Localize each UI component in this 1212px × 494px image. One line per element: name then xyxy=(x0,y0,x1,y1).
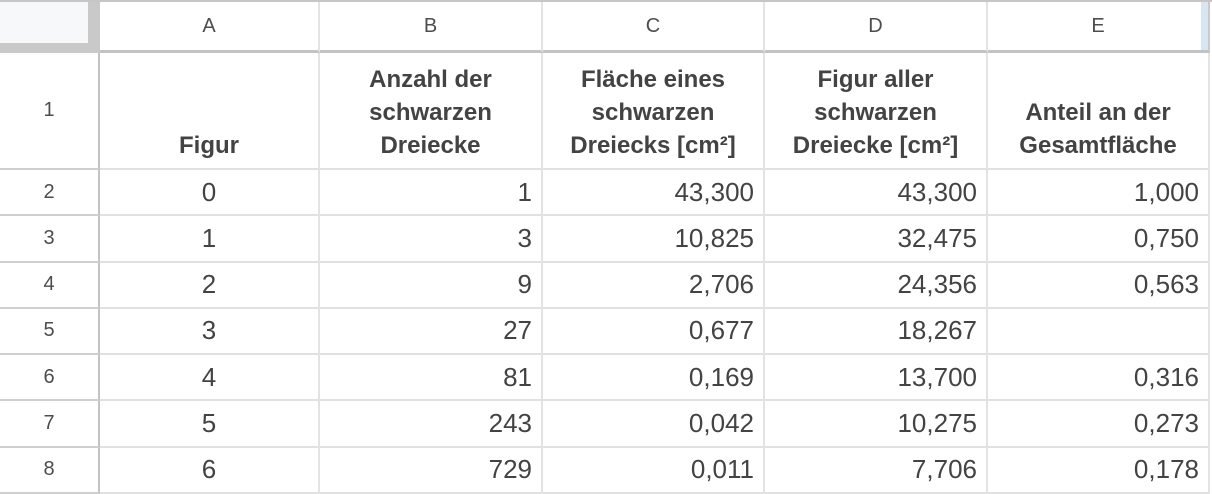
cell-d3[interactable]: 32,475 xyxy=(765,216,988,263)
cell-e2[interactable]: 1,000 xyxy=(988,170,1210,217)
cell-b6[interactable]: 81 xyxy=(320,355,543,402)
cell-a4[interactable]: 2 xyxy=(100,262,320,309)
cell-c6[interactable]: 0,169 xyxy=(543,355,765,402)
cell-e7[interactable]: 0,273 xyxy=(988,401,1210,448)
cell-a1[interactable]: Figur xyxy=(100,53,320,170)
cell-a6[interactable]: 4 xyxy=(100,355,320,402)
cell-d4[interactable]: 24,356 xyxy=(765,262,988,309)
cell-b5[interactable]: 27 xyxy=(320,308,543,356)
cell-a2[interactable]: 0 xyxy=(100,170,320,217)
cell-c7[interactable]: 0,042 xyxy=(543,401,765,448)
cell-b7[interactable]: 243 xyxy=(320,401,543,448)
column-header-a[interactable]: A xyxy=(100,2,320,53)
row-header-5[interactable]: 5 xyxy=(0,308,100,356)
column-header-e-label: E xyxy=(1091,14,1105,37)
cell-a7[interactable]: 5 xyxy=(100,401,320,448)
cell-b4[interactable]: 9 xyxy=(320,262,543,309)
column-header-c[interactable]: C xyxy=(543,2,765,53)
cell-b8[interactable]: 729 xyxy=(320,447,543,494)
cell-d6[interactable]: 13,700 xyxy=(765,355,988,402)
scrollbar-top-strip[interactable] xyxy=(1201,2,1208,50)
cell-c3[interactable]: 10,825 xyxy=(543,216,765,263)
cell-d1[interactable]: Figur aller schwarzen Dreiecke [cm²] xyxy=(765,53,988,170)
cell-c5[interactable]: 0,677 xyxy=(543,308,765,356)
cell-d8[interactable]: 7,706 xyxy=(765,447,988,494)
cell-a5[interactable]: 3 xyxy=(100,308,320,356)
cell-a3[interactable]: 1 xyxy=(100,216,320,263)
cell-c4[interactable]: 2,706 xyxy=(543,262,765,309)
cell-d7[interactable]: 10,275 xyxy=(765,401,988,448)
row-header-8[interactable]: 8 xyxy=(0,447,100,494)
cell-c2[interactable]: 43,300 xyxy=(543,170,765,217)
cell-b3[interactable]: 3 xyxy=(320,216,543,263)
column-header-d[interactable]: D xyxy=(765,2,988,53)
select-all-corner[interactable] xyxy=(0,2,100,53)
row-header-7[interactable]: 7 xyxy=(0,401,100,448)
row-header-4[interactable]: 4 xyxy=(0,262,100,309)
row-header-6[interactable]: 6 xyxy=(0,355,100,402)
column-header-e[interactable]: E xyxy=(988,2,1210,53)
cell-e6[interactable]: 0,316 xyxy=(988,355,1210,402)
cell-e5[interactable] xyxy=(988,308,1210,356)
cell-d5[interactable]: 18,267 xyxy=(765,308,988,356)
cell-b2[interactable]: 1 xyxy=(320,170,543,217)
cell-b1[interactable]: Anzahl der schwarzen Dreiecke xyxy=(320,53,543,170)
row-header-1[interactable]: 1 xyxy=(0,53,100,170)
cell-c8[interactable]: 0,011 xyxy=(543,447,765,494)
column-header-b[interactable]: B xyxy=(320,2,543,53)
cell-e4[interactable]: 0,563 xyxy=(988,262,1210,309)
row-header-3[interactable]: 3 xyxy=(0,216,100,263)
cell-a8[interactable]: 6 xyxy=(100,447,320,494)
cell-e3[interactable]: 0,750 xyxy=(988,216,1210,263)
cell-c1[interactable]: Fläche eines schwarzen Dreiecks [cm²] xyxy=(543,53,765,170)
cell-e1[interactable]: Anteil an der Gesamtfläche xyxy=(988,53,1210,170)
select-all-corner-inner xyxy=(0,2,88,43)
cell-e8[interactable]: 0,178 xyxy=(988,447,1210,494)
cell-d2[interactable]: 43,300 xyxy=(765,170,988,217)
row-header-2[interactable]: 2 xyxy=(0,170,100,217)
